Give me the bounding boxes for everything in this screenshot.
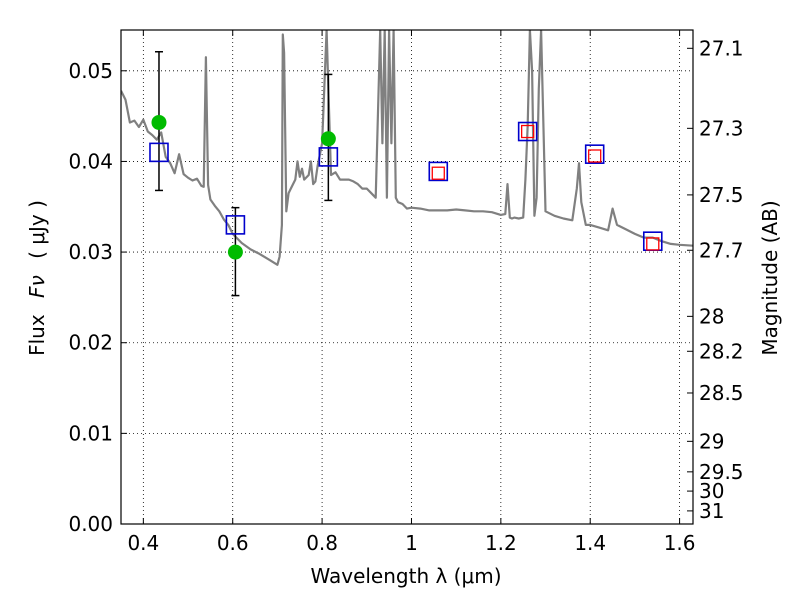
mag-tick-label: 31 xyxy=(699,499,724,523)
x-tick-label: 1.6 xyxy=(664,531,696,555)
markers xyxy=(149,51,663,297)
observed-flux-point xyxy=(320,131,336,147)
model-photometry-square xyxy=(517,121,538,142)
model-photometry-square xyxy=(428,161,449,182)
mag-tick-label: 27.1 xyxy=(699,36,744,60)
y-tick-label: 0.04 xyxy=(68,149,113,173)
y-axis-label-symbol: Fν xyxy=(25,275,49,298)
y-tick-label: 0.05 xyxy=(68,59,113,83)
y-tick-label: 0.03 xyxy=(68,240,113,264)
y-axis-label-unit: ( μJy ) xyxy=(25,200,49,259)
model-photometry-square xyxy=(584,144,605,164)
x-tick-label: 1.2 xyxy=(485,531,517,555)
x-tick-label: 0.6 xyxy=(217,531,249,555)
y-tick-label: 0.00 xyxy=(68,512,113,536)
plot-frame xyxy=(120,29,694,525)
mag-tick-label: 29.5 xyxy=(699,460,744,484)
spectrum-line xyxy=(121,30,693,266)
observed-flux-square xyxy=(588,149,602,163)
x-tick-label: 1.4 xyxy=(574,531,606,555)
y-axis-label: Flux Fν ( μJy ) xyxy=(25,200,49,356)
model-photometry-square xyxy=(318,147,339,167)
ticks: 0.4 0.6 0.8 1 1.2 1.4 1.6 0.00 0.01 0.02 0.03 0.04 0… xyxy=(68,30,744,555)
mag-tick-label: 28.2 xyxy=(699,339,744,363)
plot-area xyxy=(121,30,693,266)
x-tick-label: 1 xyxy=(405,531,418,555)
observed-flux-square xyxy=(431,166,445,180)
mag-tick-label: 27.3 xyxy=(699,116,744,140)
x-axis-label: Wavelength λ (μm) xyxy=(310,564,501,588)
mag-tick-label: 29 xyxy=(699,429,724,453)
mag-tick-label: 28 xyxy=(699,304,724,328)
y-tick-label: 0.02 xyxy=(68,331,113,355)
observed-flux-square xyxy=(521,124,535,139)
y2-axis-label: Magnitude (AB) xyxy=(758,200,782,355)
model-photometry-square xyxy=(149,142,169,163)
observed-flux-square xyxy=(646,237,660,251)
observed-flux-point xyxy=(227,244,243,260)
x-tick-label: 0.4 xyxy=(127,531,159,555)
mag-tick-label: 30 xyxy=(699,479,724,503)
mag-tick-label: 27.5 xyxy=(699,183,744,207)
y-tick-label: 0.01 xyxy=(68,421,113,445)
model-photometry-square xyxy=(225,215,246,235)
observed-flux-point xyxy=(151,114,167,130)
x-tick-label: 0.8 xyxy=(306,531,338,555)
mag-tick-label: 27.7 xyxy=(699,238,744,262)
mag-tick-label: 28.5 xyxy=(699,381,744,405)
y-axis-label-prefix: Flux xyxy=(25,314,49,356)
plot-data xyxy=(121,30,693,266)
